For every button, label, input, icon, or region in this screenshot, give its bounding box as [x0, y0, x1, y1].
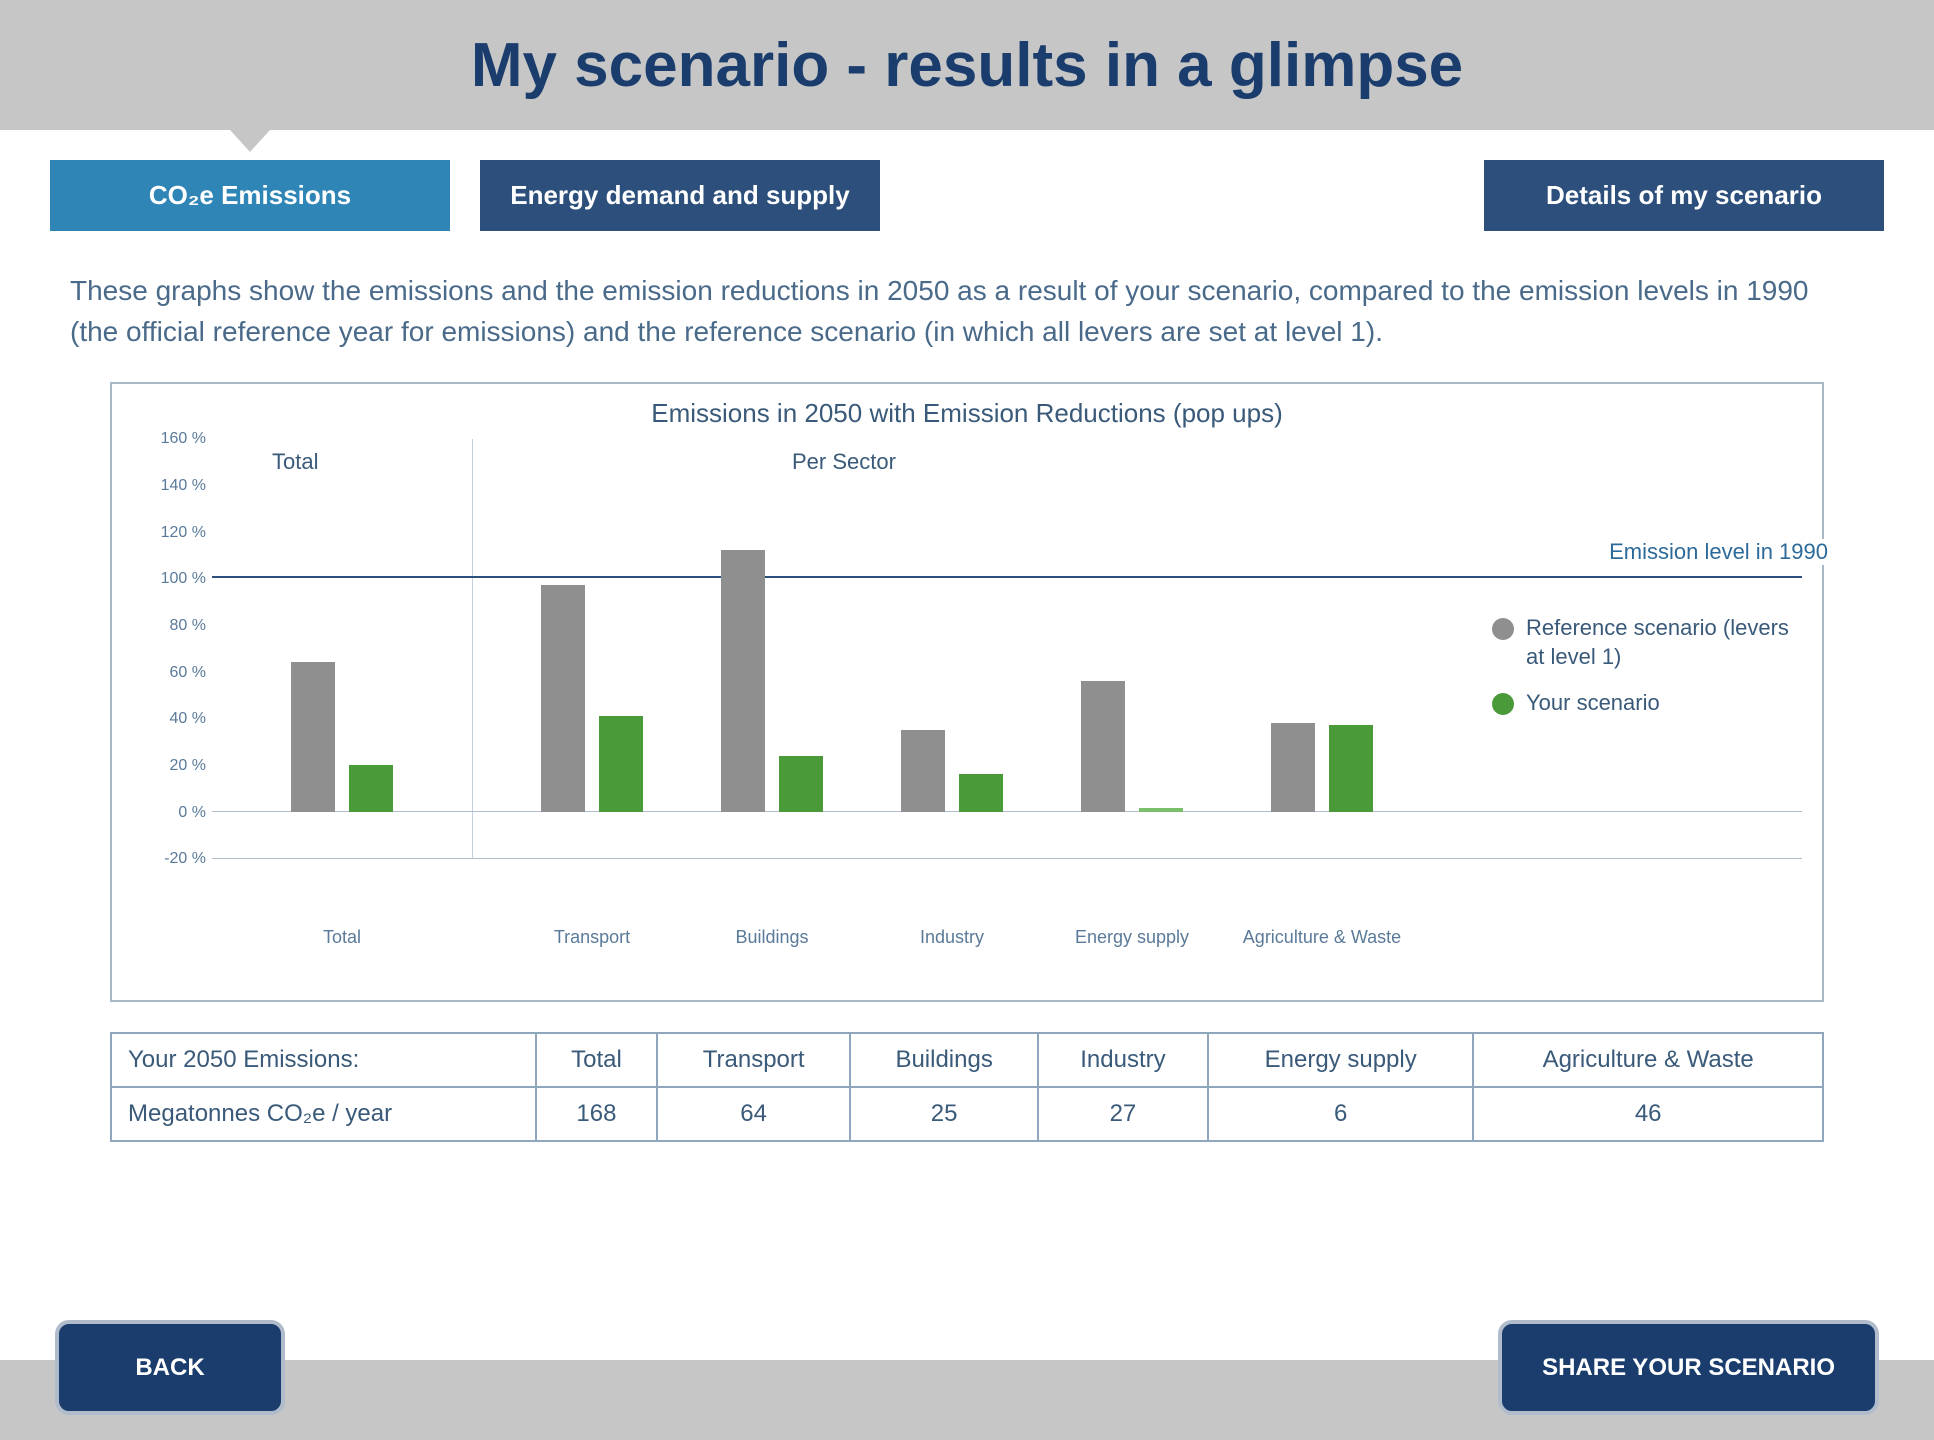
bar-your-scenario[interactable]	[779, 756, 823, 812]
table-row: Megatonnes CO₂e / year 168 64 25 27 6 46	[111, 1087, 1823, 1141]
table-header-row: Your 2050 Emissions: Total Transport Bui…	[111, 1033, 1823, 1087]
table-cell: 64	[657, 1087, 851, 1141]
y-tick-label: 60 %	[170, 664, 206, 682]
y-tick-label: -20 %	[164, 850, 206, 868]
bar-your-scenario[interactable]	[1329, 725, 1373, 811]
tab-details[interactable]: Details of my scenario	[1484, 160, 1884, 231]
tabs-row: CO₂e Emissions Energy demand and supply …	[50, 160, 1884, 231]
header-bar: My scenario - results in a glimpse	[0, 0, 1934, 130]
table-header-label: Your 2050 Emissions:	[111, 1033, 536, 1087]
chart-category-labels: Total Transport Buildings Industry Energy su…	[212, 919, 1802, 979]
table-cell: 6	[1208, 1087, 1473, 1141]
table-cell: 46	[1473, 1087, 1823, 1141]
chart-legend: Reference scenario (levers at level 1) Y…	[1492, 614, 1792, 736]
tab-spacer	[910, 160, 1454, 231]
section-label-total: Total	[272, 449, 318, 475]
table-row-label: Megatonnes CO₂e / year	[111, 1087, 536, 1141]
y-tick-label: 140 %	[161, 477, 206, 495]
category-label: Transport	[512, 927, 672, 949]
emissions-table: Your 2050 Emissions: Total Transport Bui…	[110, 1032, 1824, 1142]
legend-label-your: Your scenario	[1526, 689, 1660, 718]
category-label: Total	[262, 927, 422, 949]
zero-line	[212, 811, 1802, 812]
y-tick-label: 160 %	[161, 430, 206, 448]
emissions-chart: Emissions in 2050 with Emission Reductio…	[110, 382, 1824, 1002]
y-tick-label: 0 %	[178, 804, 206, 822]
y-tick-label: 100 %	[161, 570, 206, 588]
table-col-total: Total	[536, 1033, 657, 1087]
table-col-agri: Agriculture & Waste	[1473, 1033, 1823, 1087]
bar-reference[interactable]	[1081, 681, 1125, 812]
legend-item-your: Your scenario	[1492, 689, 1792, 718]
y-tick-label: 20 %	[170, 757, 206, 775]
bar-reference[interactable]	[901, 730, 945, 812]
table-cell: 168	[536, 1087, 657, 1141]
bar-your-scenario[interactable]	[599, 716, 643, 812]
legend-label-reference: Reference scenario (levers at level 1)	[1526, 614, 1792, 671]
legend-dot-icon	[1492, 693, 1514, 715]
reference-line-label: Emission level in 1990	[1605, 539, 1832, 565]
table-cell: 25	[850, 1087, 1037, 1141]
reference-line	[212, 576, 1802, 578]
description-text: These graphs show the emissions and the …	[70, 271, 1864, 352]
bar-reference[interactable]	[541, 585, 585, 811]
section-label-sector: Per Sector	[792, 449, 896, 475]
y-tick-label: 80 %	[170, 617, 206, 635]
bar-your-scenario[interactable]	[1139, 808, 1183, 812]
legend-dot-icon	[1492, 618, 1514, 640]
header-pointer-icon	[230, 130, 270, 152]
table-col-buildings: Buildings	[850, 1033, 1037, 1087]
tab-energy[interactable]: Energy demand and supply	[480, 160, 880, 231]
tab-emissions[interactable]: CO₂e Emissions	[50, 160, 450, 231]
y-tick-label: 120 %	[161, 524, 206, 542]
bar-your-scenario[interactable]	[349, 765, 393, 812]
footer: BACK SHARE YOUR SCENARIO	[0, 1300, 1934, 1440]
table-col-energy: Energy supply	[1208, 1033, 1473, 1087]
share-scenario-button[interactable]: SHARE YOUR SCENARIO	[1498, 1320, 1879, 1415]
table-cell: 27	[1038, 1087, 1208, 1141]
category-label: Agriculture & Waste	[1242, 927, 1402, 949]
category-label: Buildings	[692, 927, 852, 949]
table-col-industry: Industry	[1038, 1033, 1208, 1087]
bar-your-scenario[interactable]	[959, 774, 1003, 811]
bar-reference[interactable]	[291, 662, 335, 811]
chart-divider-line	[472, 439, 473, 858]
bar-reference[interactable]	[721, 550, 765, 811]
content-area: CO₂e Emissions Energy demand and supply …	[0, 130, 1934, 1142]
bar-reference[interactable]	[1271, 723, 1315, 812]
table-col-transport: Transport	[657, 1033, 851, 1087]
category-label: Industry	[872, 927, 1032, 949]
y-tick-label: 40 %	[170, 710, 206, 728]
category-label: Energy supply	[1052, 927, 1212, 949]
legend-item-reference: Reference scenario (levers at level 1)	[1492, 614, 1792, 671]
page-title: My scenario - results in a glimpse	[471, 30, 1463, 101]
chart-y-axis: -20 %0 %20 %40 %60 %80 %100 %120 %140 %1…	[132, 439, 212, 859]
chart-title: Emissions in 2050 with Emission Reductio…	[132, 398, 1802, 429]
back-button[interactable]: BACK	[55, 1320, 285, 1415]
